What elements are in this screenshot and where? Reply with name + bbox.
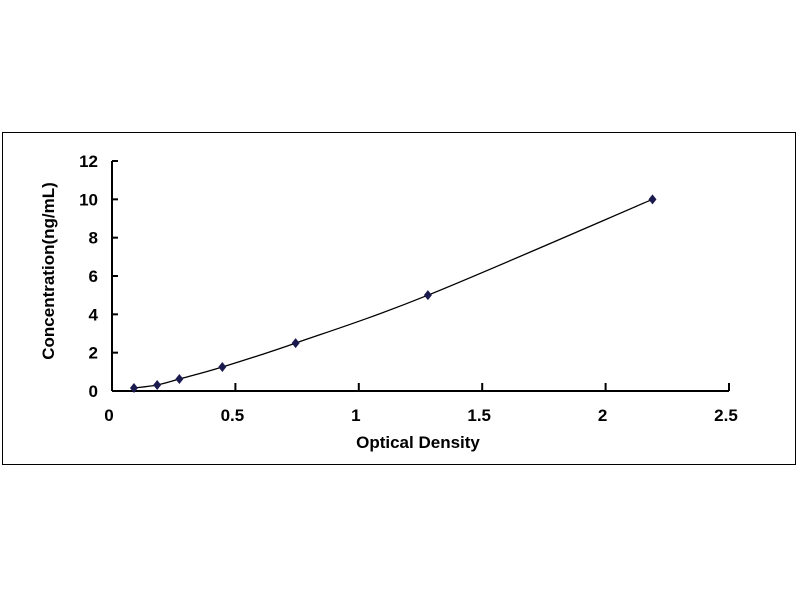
data-point — [129, 383, 138, 394]
x-tick-label: 0 — [104, 406, 113, 425]
x-tick-label: 2.5 — [714, 406, 738, 425]
y-tick-label: 12 — [79, 152, 98, 171]
x-axis-label: Optical Density — [356, 433, 480, 452]
y-tick-label: 0 — [89, 382, 98, 401]
fit-curve — [133, 198, 653, 389]
y-tick-label: 10 — [79, 190, 98, 209]
data-point — [423, 290, 432, 301]
data-point — [648, 194, 657, 205]
y-tick-label: 8 — [89, 229, 98, 248]
x-tick-label: 2 — [598, 406, 607, 425]
data-point — [291, 338, 300, 349]
curve-line — [133, 198, 653, 389]
x-tick-label: 1 — [351, 406, 360, 425]
data-point — [153, 380, 162, 391]
y-tick-label: 2 — [89, 344, 98, 363]
y-tick-label: 6 — [89, 267, 98, 286]
chart-frame — [2, 132, 796, 465]
data-points — [129, 194, 657, 394]
x-tick-label: 1.5 — [467, 406, 491, 425]
y-axis-label: Concentration(ng/mL) — [39, 182, 58, 360]
y-tick-label: 4 — [89, 305, 99, 324]
axes: 0 0.5 1 1.5 2 2.5 0 2 4 6 8 10 12 — [79, 152, 738, 425]
data-point — [218, 362, 227, 373]
x-tick-label: 0.5 — [221, 406, 245, 425]
data-point — [175, 374, 184, 385]
